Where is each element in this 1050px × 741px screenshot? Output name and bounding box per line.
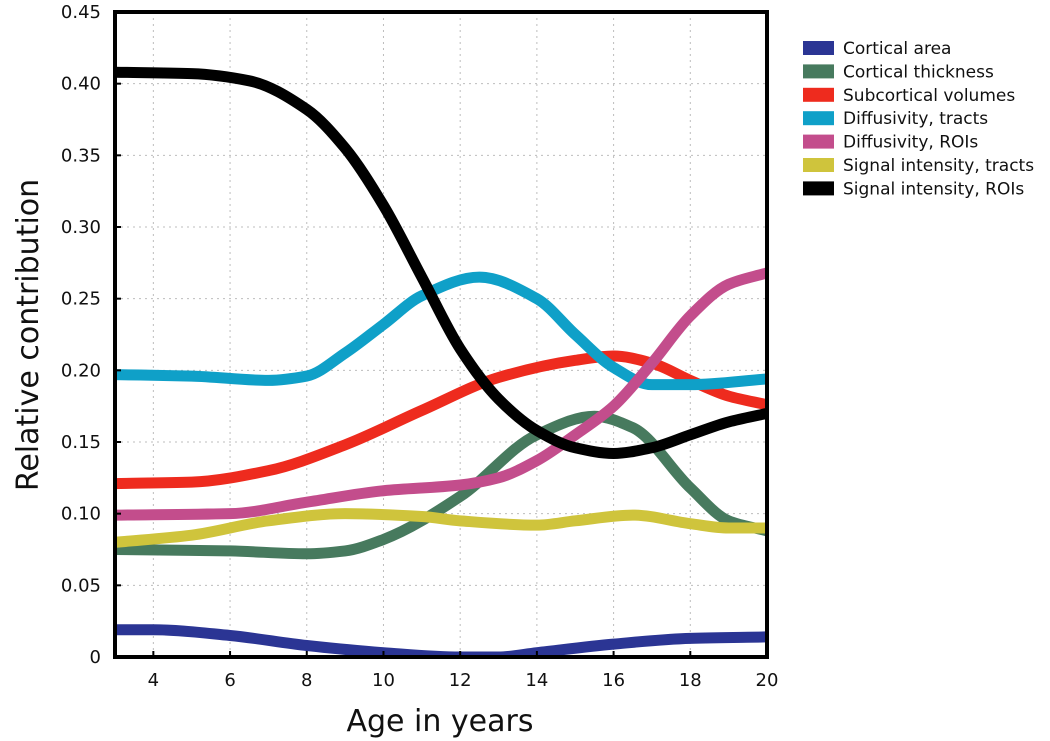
x-tick-label: 20 — [756, 670, 779, 691]
legend-swatch — [803, 41, 834, 55]
series-line-signal-intensity-rois — [115, 66, 767, 459]
legend: Cortical area Cortical thickness Subcortic… — [803, 39, 1034, 199]
legend-swatch — [803, 134, 834, 149]
y-tick-label: 0 — [90, 647, 101, 668]
series-line-cortical-area — [115, 624, 767, 657]
legend-swatch — [803, 158, 834, 172]
y-tick-label: 0.40 — [61, 74, 101, 95]
plot-frame — [113, 10, 769, 659]
y-axis-ticks: 0 0.05 0.10 0.15 0.20 0.25 0.30 0.35 0.40 0.45 — [61, 2, 121, 668]
legend-label: Cortical area — [843, 39, 951, 59]
x-tick-label: 16 — [602, 670, 625, 691]
y-axis-title: Relative contribution — [11, 179, 46, 491]
y-tick-label: 0.45 — [61, 2, 101, 23]
legend-item-signal-intensity-tracts: Signal intensity, tracts — [803, 156, 1034, 176]
x-tick-label: 14 — [525, 670, 548, 691]
series-line-diffusivity-rois — [115, 267, 767, 521]
y-tick-label: 0.10 — [61, 504, 101, 525]
legend-label: Signal intensity, tracts — [843, 156, 1034, 176]
x-tick-label: 4 — [148, 670, 159, 691]
y-tick-label: 0.25 — [61, 289, 101, 310]
y-tick-label: 0.35 — [61, 145, 101, 166]
x-tick-label: 10 — [372, 670, 395, 691]
legend-swatch — [803, 111, 834, 126]
y-tick-label: 0.30 — [61, 217, 101, 238]
x-tick-label: 6 — [224, 670, 235, 691]
legend-item-cortical-thickness: Cortical thickness — [803, 62, 994, 82]
y-tick-label: 0.05 — [61, 575, 101, 596]
legend-swatch — [803, 87, 834, 102]
x-tick-label: 12 — [449, 670, 472, 691]
legend-swatch — [803, 181, 834, 196]
legend-item-subcortical-volumes: Subcortical volumes — [803, 86, 1015, 106]
legend-label: Diffusivity, ROIs — [843, 133, 978, 153]
y-tick-label: 0.15 — [61, 432, 101, 453]
legend-item-diffusivity-rois: Diffusivity, ROIs — [803, 133, 978, 153]
legend-label: Subcortical volumes — [843, 86, 1015, 106]
legend-label: Diffusivity, tracts — [843, 109, 988, 129]
x-axis-ticks: 4 6 8 10 12 14 16 18 20 — [148, 651, 779, 691]
legend-label: Cortical thickness — [843, 62, 994, 82]
series-lines — [115, 66, 767, 657]
series-line-diffusivity-tracts — [115, 271, 767, 391]
legend-item-diffusivity-tracts: Diffusivity, tracts — [803, 109, 988, 129]
legend-item-signal-intensity-rois: Signal intensity, ROIs — [803, 179, 1024, 199]
x-axis-title: Age in years — [346, 704, 533, 739]
x-tick-label: 8 — [301, 670, 312, 691]
legend-swatch — [803, 64, 834, 79]
series-line-signal-intensity-tracts — [115, 508, 767, 548]
legend-label: Signal intensity, ROIs — [843, 179, 1024, 199]
x-tick-label: 18 — [679, 670, 702, 691]
y-tick-label: 0.20 — [61, 360, 101, 381]
legend-item-cortical-area: Cortical area — [803, 39, 951, 59]
